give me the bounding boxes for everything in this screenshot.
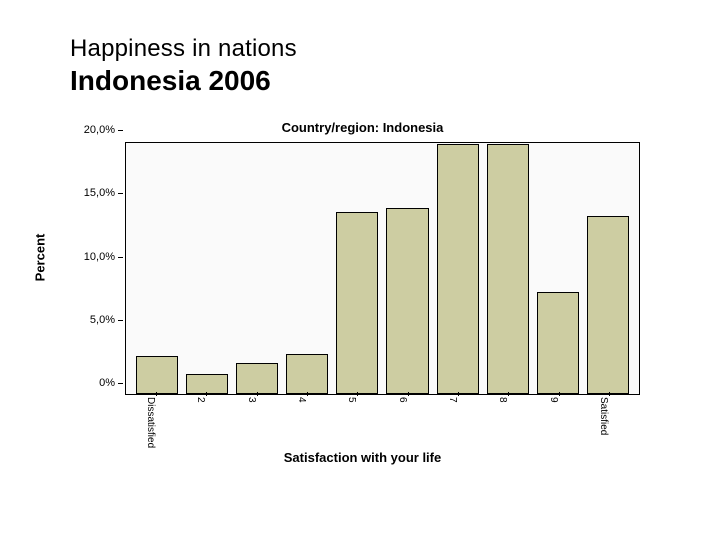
bar — [537, 143, 579, 394]
bar — [136, 143, 178, 394]
x-tick: 5 — [336, 395, 378, 445]
chart: Country/region: Indonesia Percent 0%5,0%… — [85, 120, 640, 460]
bar-fill — [487, 144, 529, 394]
x-tick: 8 — [487, 395, 529, 445]
bar — [186, 143, 228, 394]
bars-container — [126, 143, 639, 394]
plot-area — [125, 142, 640, 395]
x-tick: 9 — [537, 395, 579, 445]
bar-fill — [437, 144, 479, 394]
bar-fill — [537, 292, 579, 394]
x-tick: 7 — [437, 395, 479, 445]
bar-fill — [336, 212, 378, 394]
x-tick: 6 — [386, 395, 428, 445]
slide-title: Indonesia 2006 — [70, 65, 297, 97]
bar — [286, 143, 328, 394]
y-tick: 20,0% — [84, 124, 115, 136]
y-tick: 0% — [99, 377, 115, 389]
bar — [487, 143, 529, 394]
bar-fill — [236, 363, 278, 394]
bar — [236, 143, 278, 394]
bar — [437, 143, 479, 394]
bar-fill — [286, 354, 328, 394]
x-tick: 3 — [236, 395, 278, 445]
y-tick: 10,0% — [84, 251, 115, 263]
y-axis-ticks: 0%5,0%10,0%15,0%20,0% — [79, 142, 123, 395]
bar — [587, 143, 629, 394]
y-tick: 5,0% — [90, 314, 115, 326]
y-tick: 15,0% — [84, 187, 115, 199]
y-axis-label: Percent — [30, 120, 50, 395]
title-block: Happiness in nations Indonesia 2006 — [70, 35, 297, 97]
slide: Happiness in nations Indonesia 2006 Coun… — [0, 0, 720, 540]
slide-supertitle: Happiness in nations — [70, 35, 297, 63]
x-axis-ticks: Dissatisfied23456789Satisfied — [125, 395, 640, 445]
x-tick: Dissatisfied — [135, 395, 177, 445]
bar — [336, 143, 378, 394]
bar — [386, 143, 428, 394]
x-tick: 2 — [185, 395, 227, 445]
bar-fill — [136, 356, 178, 394]
x-tick: Satisfied — [588, 395, 630, 445]
x-tick: 4 — [286, 395, 328, 445]
bar-fill — [386, 208, 428, 394]
chart-title: Country/region: Indonesia — [85, 120, 640, 135]
bar-fill — [587, 216, 629, 394]
x-axis-label: Satisfaction with your life — [85, 450, 640, 465]
bar-fill — [186, 374, 228, 394]
